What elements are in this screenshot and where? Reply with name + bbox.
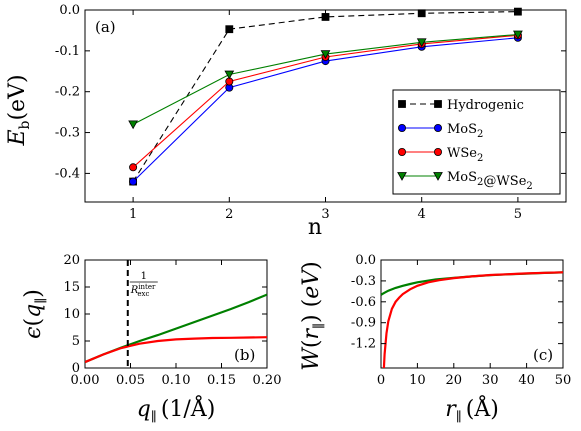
panel-c-frame (380, 259, 564, 369)
vline-label-den: Rinter exc (130, 283, 156, 298)
data-point (513, 30, 523, 40)
y-tick-label: 10 (63, 307, 80, 322)
legend-marker (397, 124, 406, 133)
legend-marker (398, 100, 406, 108)
y-tick-label: 5 (72, 334, 80, 349)
panel-a-xlabel: n (308, 215, 322, 240)
data-point (129, 163, 138, 172)
panel-c-ylabel: W(r∥) (eV) (299, 261, 327, 370)
x-tick-label: 10 (409, 373, 426, 388)
data-point (416, 38, 427, 48)
y-tick-label: 0.0 (59, 3, 80, 18)
x-tick-label: 20 (446, 373, 463, 388)
x-tick-label: 0 (377, 373, 385, 388)
y-tick-label: -0.3 (55, 126, 80, 141)
x-tick-label: 30 (482, 373, 499, 388)
y-tick-label: -0.3 (351, 274, 376, 289)
y-tick-label: -0.9 (351, 316, 376, 331)
legend-label: Hydrogenic (447, 98, 524, 113)
data-point (128, 120, 138, 130)
legend-label: MoS2 (447, 122, 483, 140)
y-tick-label: 20 (63, 253, 80, 268)
panel-b-label: (b) (234, 346, 255, 364)
data-point (225, 25, 234, 34)
legend-marker (433, 124, 442, 133)
y-tick-label: 0 (72, 361, 80, 376)
y-tick-label: -0.6 (351, 295, 376, 310)
data-point (224, 70, 235, 80)
y-tick-label: -0.4 (55, 166, 80, 181)
panel-c: 0 10 20 30 40 50 0.0 -0.3 -0.6 -0.9 -1.2 (c) r∥ (Å)… (299, 253, 571, 425)
legend-marker (397, 172, 407, 181)
panel-c-label: (c) (533, 346, 553, 364)
data-point (129, 177, 138, 186)
legend-box (392, 89, 561, 195)
x-tick-label: 0.20 (253, 373, 282, 388)
x-tick-label: 40 (518, 373, 535, 388)
panel-a-legend: Hydrogenic MoS2 WSe2 MoS2@WSe2 (392, 89, 561, 195)
y-tick-label: -1.2 (351, 337, 376, 352)
series-line-0-0 (132, 11, 518, 182)
y-tick-label: 15 (63, 280, 80, 295)
panel-b-ylabel: ϵ(q∥) (21, 289, 49, 339)
x-tick-label: 0.10 (162, 373, 191, 388)
legend-marker (433, 147, 442, 156)
legend-marker (397, 147, 406, 156)
x-tick-label: 1 (129, 207, 137, 222)
x-tick-label: 2 (225, 207, 233, 222)
legend-label: MoS2@WSe2 (447, 170, 533, 192)
x-tick-label: 5 (514, 207, 522, 222)
panel-b-xlabel: q∥ (1/Å) (137, 394, 216, 425)
x-tick-label: 0.00 (71, 373, 100, 388)
x-tick-label: 3 (321, 207, 329, 222)
legend-marker (433, 172, 443, 181)
y-tick-label: -0.1 (55, 44, 80, 59)
data-point (320, 50, 331, 59)
series-line-2-1 (382, 271, 563, 368)
y-tick-label: -0.2 (55, 85, 80, 100)
panel-a: 1 2 3 4 5 0.0 -0.1 -0.2 -0.3 -0.4 (a) n Eb(eV) Hy… (5, 3, 567, 240)
x-tick-label: 0.15 (207, 373, 236, 388)
panel-a-label: (a) (95, 18, 116, 36)
y-tick-label: 0.0 (355, 253, 376, 268)
x-tick-label: 50 (555, 373, 572, 388)
panel-a-ylabel: Eb(eV) (5, 74, 33, 146)
series-line-1-1 (85, 336, 267, 364)
x-tick-label: 4 (418, 207, 426, 222)
panel-c-xlabel: r∥ (Å) (445, 394, 499, 425)
vline-label-num: 1 (141, 271, 147, 282)
x-tick-label: 0.05 (116, 373, 145, 388)
legend-marker (434, 100, 442, 108)
legend-label: WSe2 (447, 146, 483, 164)
